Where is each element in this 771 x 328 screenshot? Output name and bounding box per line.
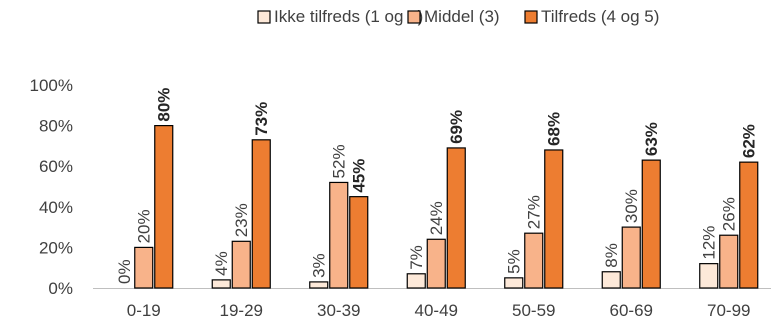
- data-label-2-60-69: 30%: [622, 189, 641, 223]
- bar-3-30-39: [349, 196, 369, 289]
- data-label-3-19-29: 73%: [252, 102, 271, 136]
- bar-3-60-69: [641, 159, 661, 289]
- bar-2-60-69: [621, 226, 641, 289]
- x-tick-label: 19-29: [220, 301, 263, 320]
- legend-swatch-2: [407, 10, 421, 24]
- bar-2-19-29: [231, 240, 251, 289]
- x-tick-label: 0-19: [127, 301, 161, 320]
- legend-swatch-3: [524, 10, 538, 24]
- bar-2-30-39: [329, 181, 349, 289]
- bar-2-0-19: [134, 246, 154, 289]
- data-label-1-70-99: 12%: [700, 226, 719, 260]
- bar-3-70-99: [739, 161, 759, 289]
- bar-1-30-39: [309, 281, 329, 289]
- data-label-1-60-69: 8%: [602, 243, 621, 268]
- legend-label-2: Middel (3): [424, 7, 500, 26]
- bar-1-60-69: [601, 271, 621, 289]
- data-label-2-50-59: 27%: [525, 195, 544, 229]
- y-tick-label: 60%: [39, 157, 73, 176]
- y-tick-label: 20%: [39, 238, 73, 257]
- data-label-3-60-69: 63%: [642, 122, 661, 156]
- data-label-1-0-19: 0%: [115, 259, 134, 284]
- bar-1-19-29: [211, 279, 231, 289]
- bar-3-40-49: [446, 147, 466, 289]
- bar-3-0-19: [154, 124, 174, 289]
- x-tick-label: 50-59: [512, 301, 555, 320]
- data-label-2-30-39: 52%: [330, 144, 349, 178]
- data-label-2-70-99: 26%: [720, 197, 739, 231]
- bar-3-50-59: [544, 149, 564, 289]
- legend-label-1: Ikke tilfreds (1 og 2): [274, 7, 423, 26]
- data-label-3-70-99: 62%: [740, 124, 759, 158]
- legend-label-3: Tilfreds (4 og 5): [541, 7, 659, 26]
- data-label-2-0-19: 20%: [135, 209, 154, 243]
- bar-2-50-59: [524, 232, 544, 289]
- bar-1-40-49: [406, 273, 426, 289]
- bar-3-19-29: [251, 139, 271, 289]
- bar-2-40-49: [426, 238, 446, 289]
- x-tick-label: 30-39: [317, 301, 360, 320]
- data-label-3-40-49: 69%: [447, 110, 466, 144]
- y-tick-label: 40%: [39, 198, 73, 217]
- data-label-1-50-59: 5%: [505, 249, 524, 274]
- bar-2-70-99: [719, 234, 739, 289]
- data-label-2-19-29: 23%: [232, 203, 251, 237]
- y-tick-label: 80%: [39, 117, 73, 136]
- y-tick-label: 0%: [48, 279, 73, 298]
- x-tick-label: 70-99: [707, 301, 750, 320]
- data-label-1-19-29: 4%: [212, 251, 231, 276]
- y-tick-label: 100%: [30, 76, 73, 95]
- bar-1-70-99: [699, 263, 719, 289]
- data-label-3-50-59: 68%: [545, 112, 564, 146]
- data-label-3-30-39: 45%: [350, 159, 369, 193]
- x-tick-label: 60-69: [610, 301, 653, 320]
- data-label-1-30-39: 3%: [310, 253, 329, 278]
- data-label-2-40-49: 24%: [427, 201, 446, 235]
- data-label-1-40-49: 7%: [407, 245, 426, 270]
- bar-1-50-59: [504, 277, 524, 289]
- x-tick-label: 40-49: [415, 301, 458, 320]
- legend-swatch-1: [257, 10, 271, 24]
- data-label-3-0-19: 80%: [155, 88, 174, 122]
